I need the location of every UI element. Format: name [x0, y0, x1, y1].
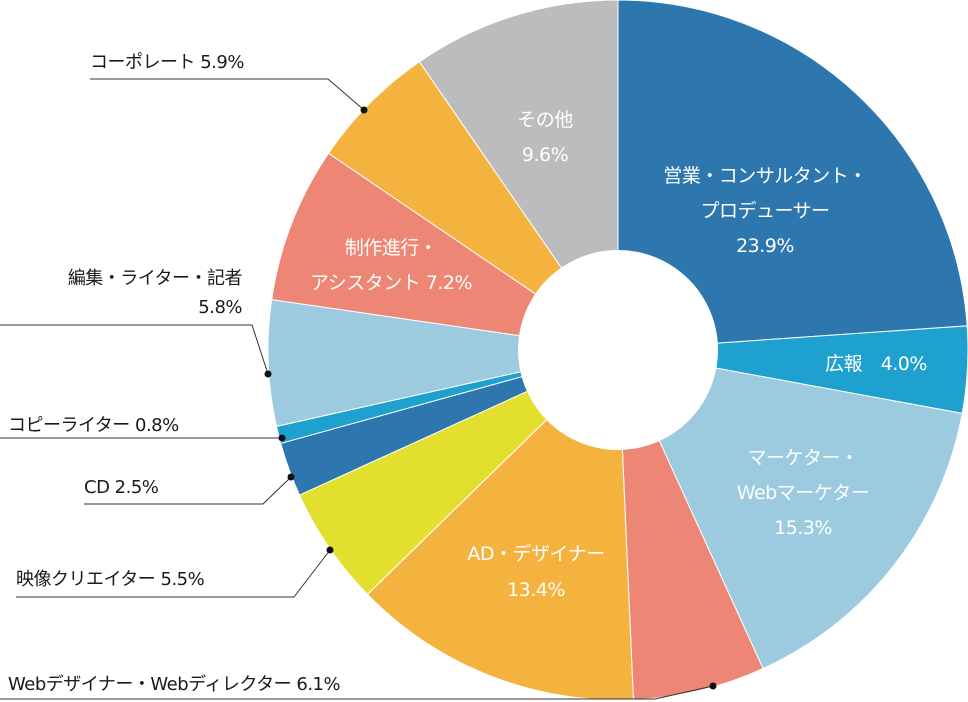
- slice-label-line: CD 2.5%: [84, 477, 159, 498]
- slice-label-line: その他: [517, 109, 573, 131]
- slice-label-11: その他 9.6%: [517, 109, 573, 166]
- slice-label-line: コーポレート 5.9%: [90, 52, 244, 73]
- slice-label-line: アシスタント 7.2%: [310, 272, 472, 294]
- leader-line-5: [16, 549, 331, 598]
- slice-label-3: Webデザイナー・Webディレクター 6.1%: [8, 674, 340, 695]
- slice-label-line: 制作進行・: [345, 237, 438, 259]
- slice-label-1: 広報 4.0%: [825, 353, 927, 375]
- slice-label-line: AD・デザイナー: [467, 543, 604, 565]
- slice-label-6: CD 2.5%: [84, 477, 159, 498]
- slice-8: [267, 299, 619, 427]
- slice-label-0: 営業・コンサルタント・プロデューサー 23.9%: [663, 165, 867, 257]
- slice-label-5: 映像クリエイター 5.5%: [16, 569, 205, 590]
- slice-4: [366, 348, 634, 701]
- slice-label-8: 編集・ライター・記者 5.8%: [68, 268, 243, 318]
- slice-label-line: Webデザイナー・Webディレクター 6.1%: [8, 674, 340, 695]
- leader-dot-7: [278, 434, 286, 442]
- slice-label-line: 9.6%: [522, 144, 568, 166]
- slice-label-line: コピーライター 0.8%: [8, 415, 179, 436]
- donut-hole: [518, 250, 718, 450]
- slice-label-line: 広報 4.0%: [825, 353, 927, 375]
- slice-label-line: 映像クリエイター 5.5%: [16, 569, 205, 590]
- slice-label-line: 編集・ライター・記者: [68, 268, 243, 289]
- leader-line-10: [90, 78, 365, 111]
- slice-label-2: マーケター・ Webマーケター 15.3%: [737, 447, 869, 539]
- leader-dot-5: [326, 546, 334, 554]
- leader-dot-10: [360, 106, 368, 114]
- leader-line-8: [0, 324, 269, 375]
- leader-dot-6: [287, 473, 295, 481]
- slice-label-line: 23.9%: [736, 235, 794, 257]
- slice-0: [617, 0, 968, 351]
- slice-11: [418, 0, 619, 352]
- slice-label-line: 営業・コンサルタント・: [663, 165, 867, 187]
- slice-label-7: コピーライター 0.8%: [8, 415, 179, 436]
- slice-label-4: AD・デザイナー 13.4%: [467, 543, 604, 601]
- leader-line-6: [84, 476, 292, 505]
- leader-line-3: [0, 685, 714, 700]
- slice-label-line: 13.4%: [507, 579, 565, 601]
- slice-label-9: 制作進行・アシスタント 7.2%: [310, 237, 472, 294]
- slice-label-line: 15.3%: [774, 517, 832, 539]
- slice-10: [327, 61, 619, 351]
- slice-2: [617, 349, 963, 670]
- slice-label-line: プロデューサー: [700, 200, 829, 222]
- leader-dot-3: [709, 682, 717, 690]
- leader-dot-8: [264, 370, 272, 378]
- slice-label-line: 5.8%: [198, 297, 242, 318]
- slice-label-line: マーケター・: [747, 447, 858, 469]
- slice-label-line: Webマーケター: [737, 482, 869, 504]
- slice-label-10: コーポレート 5.9%: [90, 52, 244, 73]
